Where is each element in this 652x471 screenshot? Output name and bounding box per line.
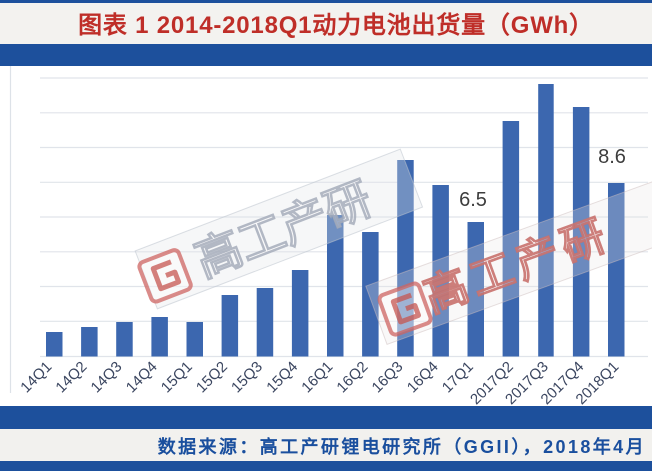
svg-text:16Q4: 16Q4 [404,358,442,396]
svg-text:6.5: 6.5 [459,189,487,211]
svg-text:15Q4: 15Q4 [263,358,301,396]
svg-text:14Q4: 14Q4 [123,358,161,396]
svg-text:16Q3: 16Q3 [369,358,407,396]
svg-text:15Q2: 15Q2 [193,358,231,396]
svg-text:14Q2: 14Q2 [52,358,90,396]
svg-text:8.6: 8.6 [598,146,626,168]
svg-text:14Q1: 14Q1 [17,358,55,396]
svg-text:16Q1: 16Q1 [298,358,336,396]
svg-text:16Q2: 16Q2 [333,358,371,396]
svg-text:14Q3: 14Q3 [88,358,126,396]
svg-text:17Q1: 17Q1 [439,358,477,396]
svg-text:15Q3: 15Q3 [228,358,266,396]
svg-text:15Q1: 15Q1 [158,358,196,396]
